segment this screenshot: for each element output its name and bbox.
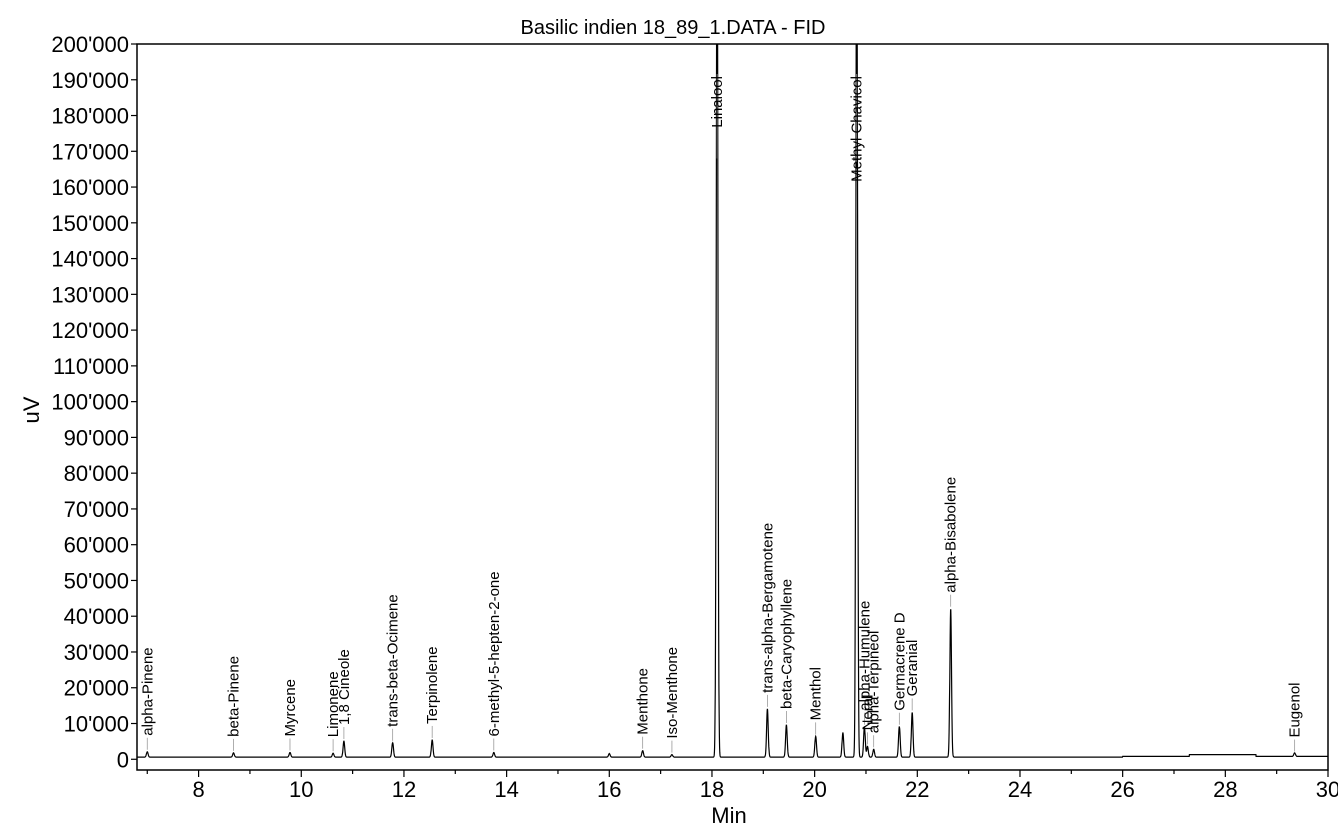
peak-label: 6-methyl-5-hepten-2-one bbox=[486, 571, 503, 736]
peak-label: Geranial bbox=[904, 640, 921, 697]
y-axis-title: uV bbox=[19, 396, 44, 423]
plot-frame bbox=[136, 43, 1329, 771]
y-tick-label: 110'000 bbox=[53, 354, 129, 379]
x-tick-label: 28 bbox=[1213, 777, 1237, 802]
y-tick-label: 50'000 bbox=[64, 568, 129, 593]
peak-label: Germacrene D bbox=[891, 612, 908, 711]
peak-label: Neral bbox=[860, 695, 877, 731]
peak-label: 1,8 Cineole bbox=[336, 649, 353, 725]
y-tick-label: 80'000 bbox=[64, 461, 129, 486]
x-tick-label: 12 bbox=[392, 777, 416, 802]
x-tick-label: 30 bbox=[1316, 777, 1338, 802]
x-axis-title: Min bbox=[711, 803, 746, 828]
peak-label: Menthol bbox=[808, 667, 825, 720]
y-tick-label: 10'000 bbox=[64, 712, 129, 737]
y-tick-label: 160'000 bbox=[51, 175, 129, 200]
peak-label: Menthone bbox=[635, 668, 652, 735]
peak-label: Methyl Chavicol bbox=[849, 76, 866, 182]
x-tick-label: 16 bbox=[597, 777, 621, 802]
x-tick-label: 8 bbox=[192, 777, 204, 802]
y-tick-label: 0 bbox=[117, 747, 129, 772]
y-tick-label: 140'000 bbox=[51, 247, 129, 272]
y-tick-label: 180'000 bbox=[51, 104, 129, 129]
y-tick-label: 100'000 bbox=[51, 390, 129, 415]
peak-label: beta-Caryophyllene bbox=[778, 579, 795, 709]
x-tick-label: 24 bbox=[1008, 777, 1032, 802]
x-tick-label: 20 bbox=[802, 777, 826, 802]
x-tick-label: 22 bbox=[905, 777, 929, 802]
x-tick-label: 26 bbox=[1110, 777, 1134, 802]
peak-label: Eugenol bbox=[1287, 682, 1304, 737]
peak-label: Terpinolene bbox=[424, 646, 441, 724]
peak-label: beta-Pinene bbox=[226, 656, 243, 737]
peak-label: Limonene bbox=[325, 671, 342, 737]
y-tick-label: 30'000 bbox=[64, 640, 129, 665]
y-tick-label: 90'000 bbox=[64, 425, 129, 450]
peak-label: alpha-Terpineol bbox=[866, 631, 883, 734]
peak-label: trans-beta-Ocimene bbox=[385, 594, 402, 727]
y-tick-label: 200'000 bbox=[51, 32, 129, 57]
y-tick-label: 60'000 bbox=[64, 533, 129, 558]
y-tick-label: 20'000 bbox=[64, 676, 129, 701]
y-tick-label: 170'000 bbox=[51, 139, 129, 164]
chromatogram-line bbox=[137, 44, 1328, 758]
peak-label: Linalool bbox=[709, 76, 726, 128]
y-tick-label: 190'000 bbox=[51, 68, 129, 93]
chart-title: Basilic indien 18_89_1.DATA - FID bbox=[521, 17, 826, 39]
y-tick-label: 120'000 bbox=[51, 318, 129, 343]
x-tick-label: 18 bbox=[700, 777, 724, 802]
peak-label: Iso-Menthone bbox=[664, 647, 681, 739]
plot-area: 0 10'000 20'000 30'000 40'000 50'000 60'000 70'… bbox=[51, 32, 1338, 802]
y-tick-label: 40'000 bbox=[64, 604, 129, 629]
peak-label: trans-alpha-Bergamotene bbox=[759, 523, 776, 693]
peak-label: alpha-Bisabolene bbox=[943, 477, 960, 593]
peak-label: Myrcene bbox=[282, 679, 299, 737]
x-tick-label: 10 bbox=[289, 777, 313, 802]
x-tick-label: 14 bbox=[494, 777, 518, 802]
y-tick-label: 70'000 bbox=[64, 497, 129, 522]
peak-label: alpha-Pinene bbox=[139, 647, 156, 735]
peak-label: alpha-Humulene bbox=[856, 601, 873, 711]
y-tick-label: 150'000 bbox=[51, 211, 129, 236]
y-tick-label: 130'000 bbox=[51, 282, 129, 307]
